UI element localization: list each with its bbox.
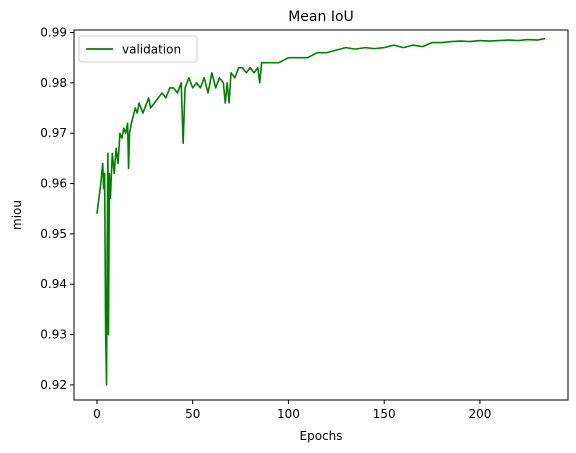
series-layer bbox=[96, 37, 546, 386]
x-tick-label: 0 bbox=[93, 407, 101, 421]
legend-box bbox=[78, 35, 198, 63]
y-tick-label: 0.92 bbox=[40, 378, 67, 392]
y-axis-label: miou bbox=[10, 200, 24, 230]
x-axis-label: Epochs bbox=[300, 429, 343, 443]
plot-area bbox=[73, 29, 569, 401]
y-tick-label: 0.99 bbox=[40, 26, 67, 40]
legend-label-validation: validation bbox=[122, 43, 181, 57]
y-tick-label: 0.93 bbox=[40, 328, 67, 342]
x-axis-ticks: 0 50 100 150 200 bbox=[93, 400, 491, 421]
x-tick-label: 200 bbox=[468, 407, 491, 421]
x-tick-label: 150 bbox=[373, 407, 396, 421]
legend: validation bbox=[78, 35, 198, 63]
y-tick-label: 0.98 bbox=[40, 76, 67, 90]
y-tick-label: 0.96 bbox=[40, 177, 67, 191]
y-axis-ticks: 0.92 0.93 0.94 0.95 0.96 0.97 0.98 0.99 bbox=[40, 26, 74, 392]
x-tick-label: 100 bbox=[277, 407, 300, 421]
y-tick-label: 0.94 bbox=[40, 277, 67, 291]
series-line-validation bbox=[96, 37, 546, 386]
y-tick-label: 0.95 bbox=[40, 227, 67, 241]
y-tick-label: 0.97 bbox=[40, 126, 67, 140]
chart-title: Mean IoU bbox=[288, 9, 354, 25]
x-tick-label: 50 bbox=[185, 407, 200, 421]
